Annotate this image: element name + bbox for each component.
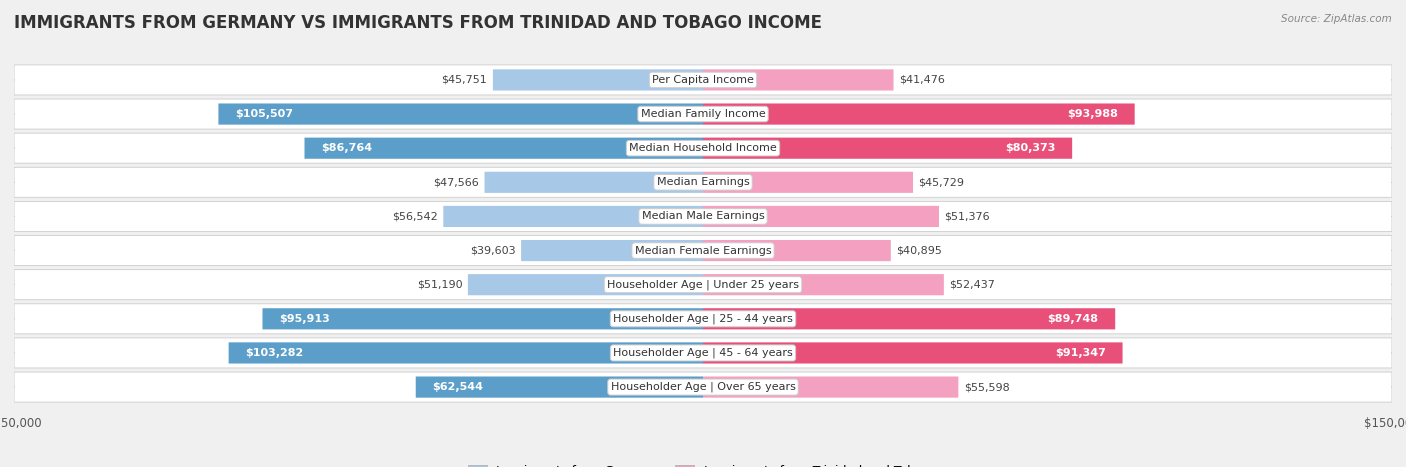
Text: $86,764: $86,764 — [321, 143, 373, 153]
FancyBboxPatch shape — [14, 99, 1392, 129]
Text: $45,729: $45,729 — [918, 177, 965, 187]
FancyBboxPatch shape — [416, 376, 703, 398]
FancyBboxPatch shape — [703, 172, 912, 193]
FancyBboxPatch shape — [14, 235, 1392, 266]
Text: $51,376: $51,376 — [945, 212, 990, 221]
FancyBboxPatch shape — [703, 70, 893, 91]
FancyBboxPatch shape — [14, 304, 1392, 334]
Text: $39,603: $39,603 — [470, 246, 516, 255]
FancyBboxPatch shape — [305, 138, 703, 159]
FancyBboxPatch shape — [703, 206, 939, 227]
Text: Per Capita Income: Per Capita Income — [652, 75, 754, 85]
Text: Median Male Earnings: Median Male Earnings — [641, 212, 765, 221]
Text: Median Earnings: Median Earnings — [657, 177, 749, 187]
FancyBboxPatch shape — [14, 338, 1392, 368]
Text: $47,566: $47,566 — [433, 177, 479, 187]
FancyBboxPatch shape — [218, 104, 703, 125]
Text: Median Family Income: Median Family Income — [641, 109, 765, 119]
FancyBboxPatch shape — [14, 65, 1392, 95]
FancyBboxPatch shape — [14, 201, 1392, 232]
FancyBboxPatch shape — [14, 372, 1392, 402]
FancyBboxPatch shape — [443, 206, 703, 227]
Text: $56,542: $56,542 — [392, 212, 437, 221]
FancyBboxPatch shape — [485, 172, 703, 193]
Text: Householder Age | Over 65 years: Householder Age | Over 65 years — [610, 382, 796, 392]
Text: $40,895: $40,895 — [897, 246, 942, 255]
Text: $93,988: $93,988 — [1067, 109, 1118, 119]
FancyBboxPatch shape — [263, 308, 703, 329]
Text: Median Female Earnings: Median Female Earnings — [634, 246, 772, 255]
FancyBboxPatch shape — [14, 269, 1392, 300]
Text: $91,347: $91,347 — [1054, 348, 1107, 358]
Text: $105,507: $105,507 — [235, 109, 292, 119]
Text: $45,751: $45,751 — [441, 75, 488, 85]
FancyBboxPatch shape — [494, 70, 703, 91]
FancyBboxPatch shape — [14, 167, 1392, 198]
Text: $41,476: $41,476 — [898, 75, 945, 85]
Text: Householder Age | Under 25 years: Householder Age | Under 25 years — [607, 279, 799, 290]
FancyBboxPatch shape — [229, 342, 703, 363]
Text: $95,913: $95,913 — [278, 314, 330, 324]
Text: Householder Age | 25 - 44 years: Householder Age | 25 - 44 years — [613, 313, 793, 324]
Legend: Immigrants from Germany, Immigrants from Trinidad and Tobago: Immigrants from Germany, Immigrants from… — [463, 460, 943, 467]
FancyBboxPatch shape — [468, 274, 703, 295]
FancyBboxPatch shape — [703, 274, 943, 295]
Text: Householder Age | 45 - 64 years: Householder Age | 45 - 64 years — [613, 348, 793, 358]
Text: $62,544: $62,544 — [432, 382, 484, 392]
FancyBboxPatch shape — [703, 240, 891, 261]
Text: Median Household Income: Median Household Income — [628, 143, 778, 153]
FancyBboxPatch shape — [522, 240, 703, 261]
FancyBboxPatch shape — [703, 308, 1115, 329]
Text: $80,373: $80,373 — [1005, 143, 1056, 153]
Text: $89,748: $89,748 — [1047, 314, 1098, 324]
Text: $55,598: $55,598 — [965, 382, 1010, 392]
Text: $103,282: $103,282 — [245, 348, 304, 358]
FancyBboxPatch shape — [703, 104, 1135, 125]
Text: $51,190: $51,190 — [416, 280, 463, 290]
FancyBboxPatch shape — [703, 342, 1122, 363]
FancyBboxPatch shape — [703, 376, 959, 398]
Text: IMMIGRANTS FROM GERMANY VS IMMIGRANTS FROM TRINIDAD AND TOBAGO INCOME: IMMIGRANTS FROM GERMANY VS IMMIGRANTS FR… — [14, 14, 823, 32]
FancyBboxPatch shape — [703, 138, 1073, 159]
Text: Source: ZipAtlas.com: Source: ZipAtlas.com — [1281, 14, 1392, 24]
FancyBboxPatch shape — [14, 133, 1392, 163]
Text: $52,437: $52,437 — [949, 280, 995, 290]
